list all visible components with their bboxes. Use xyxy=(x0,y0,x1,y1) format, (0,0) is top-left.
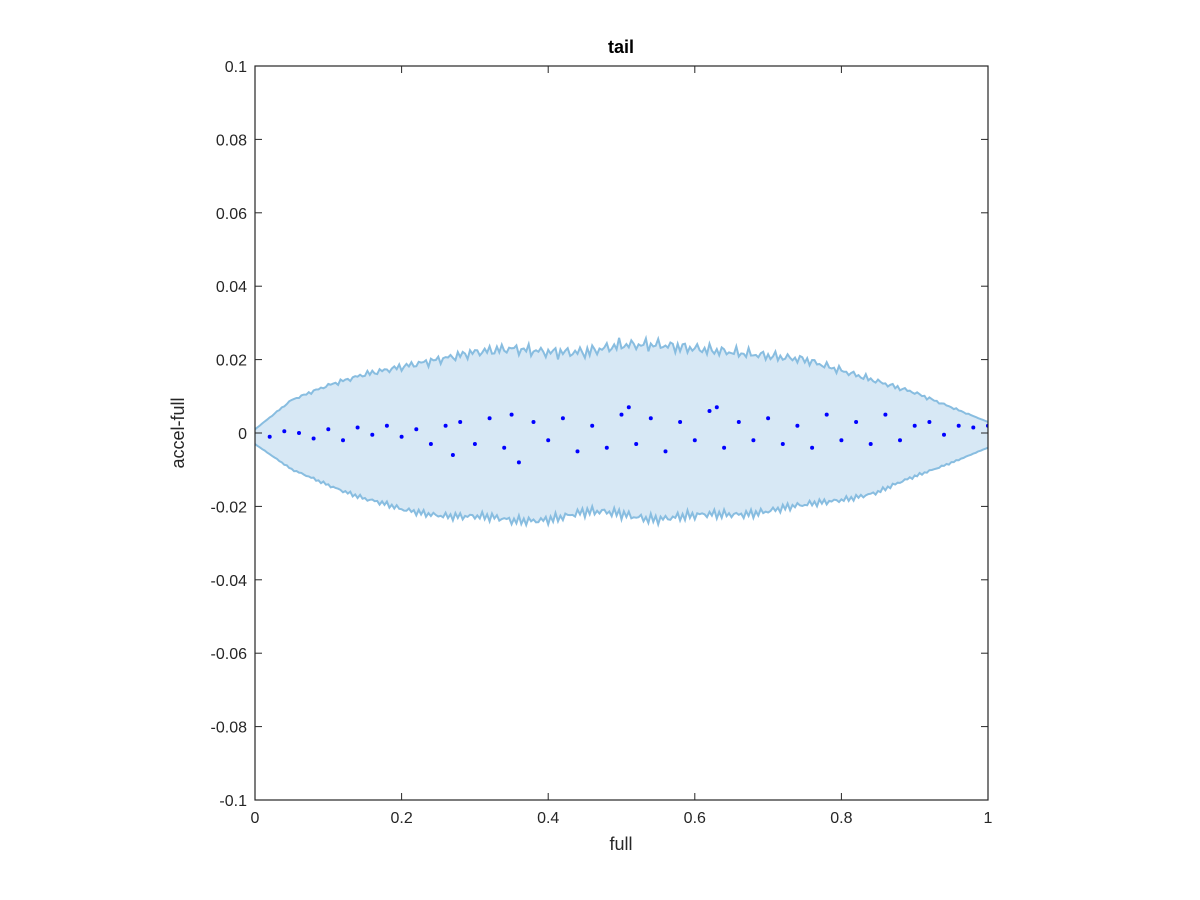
chart-title: tail xyxy=(608,37,634,57)
data-point xyxy=(282,429,287,434)
data-point xyxy=(751,438,756,443)
data-point xyxy=(443,423,448,428)
data-point xyxy=(414,427,419,432)
data-point xyxy=(648,416,653,421)
data-point xyxy=(692,438,697,443)
data-point xyxy=(854,420,859,424)
data-point xyxy=(355,425,360,430)
data-point xyxy=(707,409,712,413)
x-tick-label: 0.8 xyxy=(830,810,852,827)
data-point xyxy=(766,416,771,421)
data-point xyxy=(912,423,917,428)
y-tick-label: 0.04 xyxy=(216,279,247,296)
data-point xyxy=(795,423,800,428)
data-point xyxy=(399,434,404,439)
y-tick-label: 0.06 xyxy=(216,206,247,223)
x-tick-label: 0.4 xyxy=(537,810,559,827)
data-point xyxy=(956,423,961,428)
y-tick-label: 0.08 xyxy=(216,132,247,149)
data-point xyxy=(458,420,463,424)
upper-bound-line xyxy=(255,334,988,431)
data-point xyxy=(297,431,301,435)
data-point xyxy=(546,438,551,443)
data-point xyxy=(487,416,492,421)
data-point xyxy=(502,445,507,450)
data-point xyxy=(824,412,829,417)
y-tick-label: 0.02 xyxy=(216,353,247,370)
data-point xyxy=(575,449,580,454)
data-point xyxy=(267,434,272,439)
y-tick-label: 0.1 xyxy=(225,59,247,76)
data-point xyxy=(619,412,624,417)
data-point xyxy=(722,445,727,450)
data-point xyxy=(560,416,565,421)
data-point xyxy=(604,445,609,450)
x-tick-label: 1 xyxy=(984,810,993,827)
data-point xyxy=(516,460,521,465)
x-axis: 0 0.2 0.4 0.6 0.8 1 xyxy=(251,66,993,827)
data-point xyxy=(678,420,683,424)
data-point xyxy=(714,405,719,410)
data-point xyxy=(472,442,477,446)
x-tick-label: 0 xyxy=(251,810,260,827)
data-point xyxy=(839,438,844,443)
data-point xyxy=(634,442,639,446)
data-point xyxy=(942,432,946,437)
y-tick-label: -0.08 xyxy=(211,720,248,737)
data-points-group xyxy=(267,405,988,465)
data-point xyxy=(590,423,595,428)
y-tick-label: -0.06 xyxy=(211,646,248,663)
data-point xyxy=(927,420,932,424)
data-point xyxy=(531,420,536,424)
data-point xyxy=(341,438,345,443)
data-point xyxy=(428,442,433,446)
y-tick-label: -0.04 xyxy=(211,573,248,590)
confidence-band-group xyxy=(255,334,988,528)
data-point xyxy=(509,412,514,417)
y-tick-label: 0 xyxy=(238,426,247,443)
data-point xyxy=(450,453,455,457)
y-axis-label: accel-full xyxy=(168,397,188,468)
confidence-band-fill xyxy=(255,337,988,525)
y-tick-label: -0.02 xyxy=(211,499,248,516)
data-point xyxy=(780,442,785,446)
lower-bound-line xyxy=(255,443,988,528)
data-point xyxy=(898,438,902,443)
data-point xyxy=(326,427,331,432)
data-point xyxy=(868,442,873,446)
x-tick-label: 0.2 xyxy=(390,810,412,827)
data-point xyxy=(384,423,389,428)
x-axis-label: full xyxy=(609,834,632,854)
y-tick-label: -0.1 xyxy=(219,793,247,810)
data-point xyxy=(971,425,976,430)
data-point xyxy=(311,436,316,441)
x-tick-label: 0.6 xyxy=(684,810,706,827)
data-point xyxy=(370,432,375,437)
data-point xyxy=(810,445,815,450)
data-point xyxy=(736,420,741,424)
data-point xyxy=(883,412,888,417)
y-axis: -0.1 -0.08 -0.06 -0.04 -0.02 0 0.02 0.04 0.06 0.0… xyxy=(211,59,988,810)
data-point xyxy=(626,405,631,410)
data-point xyxy=(663,449,668,454)
